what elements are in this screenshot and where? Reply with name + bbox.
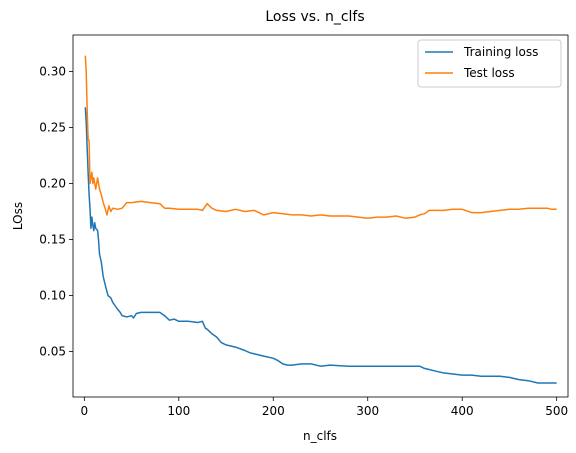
x-tick-label: 0 <box>81 404 89 418</box>
legend-label-training: Training loss <box>463 45 538 59</box>
legend: Training loss Test loss <box>417 39 562 88</box>
series-line-training-loss <box>84 107 557 384</box>
y-tick-label: 0.05 <box>39 345 66 359</box>
y-tick-label: 0.20 <box>39 176 66 190</box>
plot-frame <box>72 34 569 398</box>
series-line-test-loss <box>84 55 557 219</box>
y-axis-title: LOss <box>11 202 25 230</box>
legend-box <box>417 39 562 88</box>
x-tick-label: 500 <box>545 404 568 418</box>
x-tick-label: 300 <box>356 404 379 418</box>
x-tick-label: 200 <box>262 404 285 418</box>
legend-label-test: Test loss <box>463 66 515 80</box>
y-tick-label: 0.15 <box>39 233 66 247</box>
y-axis: 0.05 0.10 0.15 0.20 0.25 0.30 <box>39 64 73 359</box>
y-tick-label: 0.10 <box>39 289 66 303</box>
series-layer <box>84 55 557 384</box>
y-tick-label: 0.25 <box>39 120 66 134</box>
x-tick-label: 100 <box>167 404 190 418</box>
x-tick-label: 400 <box>451 404 474 418</box>
x-axis: 0 100 200 300 400 500 <box>81 397 568 418</box>
plot-area <box>72 34 569 398</box>
chart-title: Loss vs. n_clfs <box>265 9 364 25</box>
y-tick-label: 0.30 <box>39 64 66 78</box>
x-axis-title: n_clfs <box>303 429 337 443</box>
